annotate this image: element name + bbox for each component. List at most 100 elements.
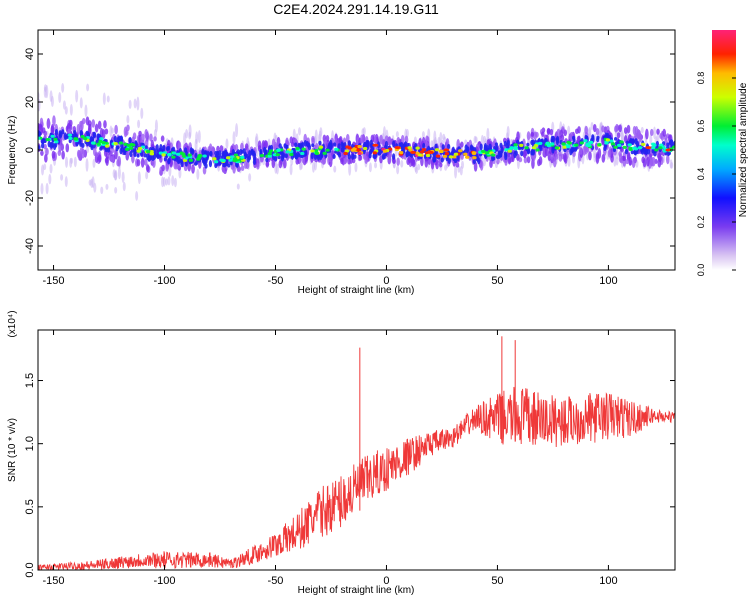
spectrum-body-mark	[256, 162, 260, 170]
spectrum-halo-mark	[137, 171, 141, 185]
spectrum-halo-mark	[84, 104, 88, 118]
spectrum-body-mark	[646, 156, 650, 167]
spectrum-ridge-mark	[654, 148, 659, 152]
spectrum-body-mark	[136, 159, 141, 167]
spectrum-halo-mark	[41, 164, 45, 176]
spectrum-core-mark	[79, 142, 83, 147]
spectrum-halo-mark	[473, 135, 477, 144]
spectrum-core-mark	[400, 141, 404, 150]
spectrum-core-mark	[433, 156, 437, 163]
spectrum-ridge-mark	[453, 152, 459, 156]
spectrum-core-mark	[614, 141, 618, 146]
spectrum-core-mark	[113, 135, 117, 143]
x-tick-label: -150	[43, 575, 65, 587]
spectrum-halo-mark	[232, 131, 236, 145]
spectrum-ridge-mark	[82, 136, 88, 141]
spectrum-halo-mark	[73, 156, 77, 168]
spectrum-core-mark	[63, 132, 67, 140]
spectrum-core-mark	[572, 146, 576, 151]
spectrum-halo-mark	[188, 124, 192, 138]
spectrum-body-mark	[110, 147, 115, 153]
spectrum-body-mark	[379, 134, 383, 145]
spectrum-body-mark	[616, 132, 621, 139]
spectrum-ridge-mark	[125, 147, 130, 151]
spectrum-body-mark	[387, 136, 392, 147]
snr-y-ticks: 0.0 0.5 1.0 1.5	[24, 373, 675, 578]
spectrum-body-mark	[321, 158, 326, 165]
spectrum-core-mark	[163, 157, 167, 162]
spectrum-halo-mark	[597, 132, 601, 146]
spectrum-ridge-mark	[202, 154, 207, 158]
spectrum-core-mark	[250, 148, 254, 156]
spectrum-ridge-mark	[628, 147, 633, 152]
spectrum-ridge-mark	[465, 155, 470, 159]
spectrum-ridge-mark	[399, 151, 404, 155]
spectrum-ridge-mark	[640, 142, 646, 146]
snr-border	[37, 329, 676, 571]
spectrum-core-mark	[506, 139, 510, 147]
spectrum-core-mark	[351, 153, 355, 160]
spectrum-body-mark	[343, 157, 347, 165]
spectrum-core-mark	[216, 155, 220, 160]
spectrum-body-mark	[76, 123, 81, 135]
spectrum-core-mark	[563, 148, 567, 153]
spectrum-core-mark	[120, 146, 125, 153]
spectrum-ridge-mark	[99, 137, 104, 141]
spectrum-halo-mark	[421, 131, 425, 139]
spectrum-core-mark	[177, 159, 181, 165]
spectrum-core-mark	[236, 149, 240, 156]
chart-title: C2E4.2024.291.14.19.G11	[273, 1, 439, 17]
spectrum-body-mark	[641, 156, 645, 164]
spectrum-ridge-mark	[531, 146, 537, 150]
spectrum-core-mark	[373, 154, 377, 160]
spectrum-core-mark	[85, 130, 89, 135]
spectrum-halo-mark	[652, 126, 656, 140]
spectrum-body-mark	[140, 157, 145, 168]
spectrum-peak-mark	[427, 150, 434, 154]
spectrum-body-mark	[126, 124, 130, 132]
spectrum-ridge-mark	[276, 148, 281, 152]
spectrum-core-mark	[96, 133, 100, 140]
spectrum-core-mark	[384, 140, 389, 148]
spectrum-body-mark	[114, 124, 118, 135]
colorbar-tick-label: 0.8	[696, 72, 706, 85]
spectrum-core-mark	[376, 141, 381, 149]
x-tick-label: 0	[383, 575, 389, 587]
spectrum-ridge-mark	[583, 139, 588, 143]
spectrum-halo-mark	[405, 129, 409, 138]
spectrum-ridge-mark	[513, 143, 518, 147]
spectrum-body-mark	[406, 157, 410, 166]
spectrum-body-mark	[52, 115, 56, 127]
spectrum-ridge-mark	[149, 152, 155, 156]
spectrum-body-mark	[530, 131, 535, 137]
spectrum-halo-mark	[69, 104, 73, 116]
spectrum-body-mark	[161, 164, 165, 172]
spectrum-body-mark	[625, 158, 630, 165]
spectrum-body-mark	[473, 161, 478, 172]
spectrum-body-mark	[496, 158, 500, 165]
spectrum-halo-mark	[45, 84, 49, 99]
spectrum-body-mark	[479, 160, 484, 171]
spectrum-body-mark	[657, 158, 662, 168]
spectrum-halo-mark	[333, 165, 337, 173]
spectrum-body-mark	[618, 124, 622, 133]
spectrum-core-mark	[392, 140, 396, 148]
spectrum-body-mark	[143, 158, 148, 166]
spectrum-body-mark	[384, 135, 389, 143]
spectrum-ridge-mark	[73, 137, 79, 141]
spectrum-core-mark	[116, 145, 120, 150]
x-tick-label: -50	[268, 275, 284, 287]
spectrum-halo-mark	[430, 140, 434, 148]
spectrum-halo-mark	[112, 169, 116, 179]
spectrum-halo-mark	[154, 119, 158, 133]
spectrum-halo-mark	[235, 123, 239, 138]
spectrum-core-mark	[520, 150, 524, 157]
spectrum-ridge-mark	[123, 142, 128, 146]
spectrum-body-mark	[76, 149, 81, 159]
spectrum-ridge-mark	[233, 153, 239, 157]
spectrum-body-mark	[138, 134, 142, 145]
spectrum-body-mark	[411, 158, 416, 166]
spectrum-ridge-mark	[504, 148, 509, 152]
spectrum-core-mark	[503, 140, 507, 147]
colorbar: 0.0 0.2 0.4 0.6 0.8 Normalized spectral ampl…	[696, 30, 749, 276]
